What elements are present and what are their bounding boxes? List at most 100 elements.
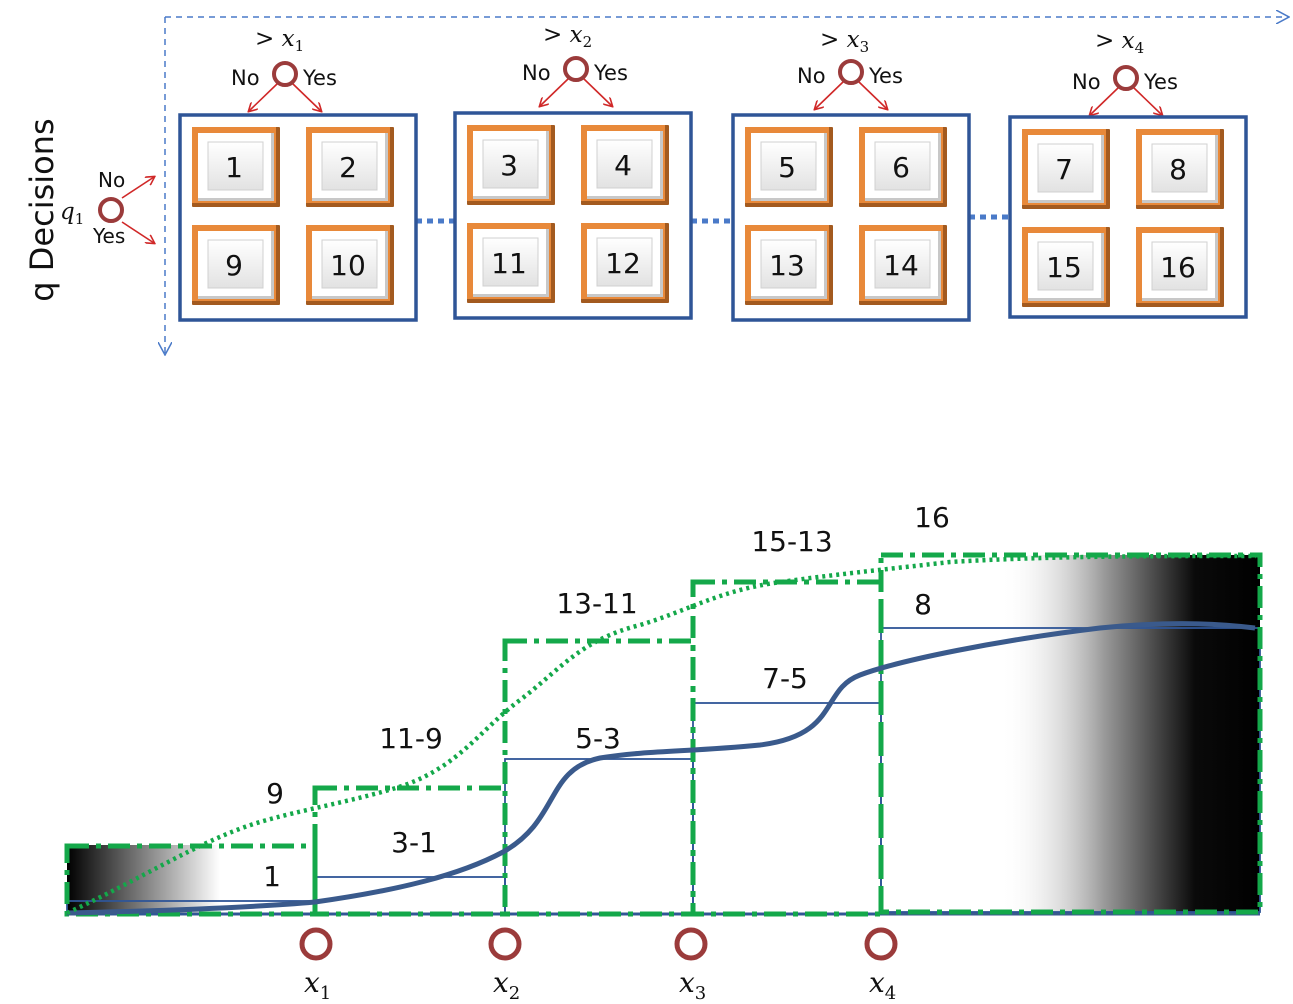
group-threshold-label: > x1 xyxy=(255,26,304,55)
group-no-label: No xyxy=(797,64,826,88)
q-node-no: No xyxy=(98,168,125,192)
q-node-yes: Yes xyxy=(92,224,125,248)
group-decision-node xyxy=(272,61,298,87)
right-gradient-region xyxy=(1000,555,1260,913)
group-no-label: No xyxy=(1072,70,1101,94)
step-chart: 1 3-1 5-3 7-5 8 9 11-9 13-11 15-13 16 x1 x2 x3 x4 xyxy=(64,501,1263,1004)
solid-blue-curve xyxy=(66,621,1256,916)
q-yes-arrow xyxy=(121,221,154,243)
decision-group: > x4 No Yes 7 8 15 16 xyxy=(1008,28,1248,319)
group-yes-label: Yes xyxy=(1143,70,1178,94)
decision-tile: 7 xyxy=(1022,129,1110,209)
decision-tile: 10 xyxy=(306,225,394,305)
threshold-marker: x1 xyxy=(299,927,333,1004)
tile-number: 16 xyxy=(1160,251,1196,284)
decision-tile: 3 xyxy=(467,125,555,205)
threshold-circle xyxy=(674,927,708,961)
group-threshold-label: > x3 xyxy=(820,27,869,56)
group-yes-label: Yes xyxy=(593,61,628,85)
group-yes-arrow xyxy=(292,83,321,111)
green-step-box xyxy=(64,843,318,917)
tile-number: 4 xyxy=(614,149,632,182)
q-node-label: q1 xyxy=(60,199,84,228)
threshold-label: x2 xyxy=(493,966,520,1004)
group-no-arrow xyxy=(249,83,278,111)
group-yes-label: Yes xyxy=(868,64,903,88)
solid-step-label: 8 xyxy=(914,588,932,621)
y-axis-title: q Decisions xyxy=(23,118,61,301)
group-decision-node xyxy=(1113,65,1139,91)
group-no-arrow xyxy=(815,81,844,109)
q-node-circle xyxy=(98,197,124,223)
tile-number: 3 xyxy=(500,149,518,182)
dotted-step-label: 9 xyxy=(266,777,284,810)
tile-number: 14 xyxy=(883,249,919,282)
dotted-step-label: 11-9 xyxy=(379,722,443,755)
decision-tile: 2 xyxy=(306,127,394,207)
decision-group: > x3 No Yes 5 6 13 14 xyxy=(731,27,971,322)
tile-number: 9 xyxy=(225,249,243,282)
group-no-arrow xyxy=(1090,87,1119,115)
solid-step-label: 5-3 xyxy=(575,722,621,755)
threshold-label: x1 xyxy=(304,966,331,1004)
threshold-marker: x2 xyxy=(488,927,522,1004)
group-threshold-label: > x4 xyxy=(1095,28,1144,57)
tile-number: 12 xyxy=(605,247,641,280)
tile-number: 6 xyxy=(892,151,910,184)
group-no-label: No xyxy=(231,66,260,90)
tile-number: 11 xyxy=(491,247,527,280)
q-no-arrow xyxy=(121,177,154,199)
decision-tile: 9 xyxy=(192,225,280,305)
tile-number: 2 xyxy=(339,151,357,184)
solid-step-label: 1 xyxy=(263,860,281,893)
decision-group: > x1 No Yes 1 2 9 10 xyxy=(178,26,418,322)
group-decision-node xyxy=(838,59,864,85)
group-decision-node xyxy=(563,56,589,82)
group-yes-arrow xyxy=(1133,87,1162,115)
threshold-circle xyxy=(299,927,333,961)
decision-tile: 13 xyxy=(745,225,833,305)
decision-tile: 12 xyxy=(581,223,669,303)
tile-number: 8 xyxy=(1169,153,1187,186)
group-yes-arrow xyxy=(583,78,612,106)
threshold-circle xyxy=(488,927,522,961)
threshold-label: x4 xyxy=(869,966,896,1004)
solid-step-box xyxy=(504,758,694,915)
tile-number: 15 xyxy=(1046,251,1082,284)
decision-tile: 4 xyxy=(581,125,669,205)
decision-tile: 16 xyxy=(1136,227,1224,307)
green-step-box xyxy=(502,638,696,917)
dotted-step-label: 15-13 xyxy=(751,525,832,558)
threshold-marker: x3 xyxy=(674,927,708,1004)
group-no-label: No xyxy=(522,61,551,85)
decision-tile: 1 xyxy=(192,127,280,207)
solid-step-box xyxy=(692,702,882,915)
decision-tile: 15 xyxy=(1022,227,1110,307)
decision-tile: 14 xyxy=(859,225,947,305)
dotted-step-label: 16 xyxy=(914,501,950,534)
dotted-step-label: 13-11 xyxy=(556,587,637,620)
tile-number: 10 xyxy=(330,249,366,282)
tile-number: 5 xyxy=(778,151,796,184)
group-threshold-label: > x2 xyxy=(543,22,592,51)
decision-group: > x2 No Yes 3 4 11 12 xyxy=(453,22,693,320)
tile-number: 7 xyxy=(1055,153,1073,186)
solid-step-label: 3-1 xyxy=(391,826,437,859)
tile-number: 13 xyxy=(769,249,805,282)
decision-tile: 8 xyxy=(1136,129,1224,209)
threshold-circle xyxy=(864,927,898,961)
tile-number: 1 xyxy=(225,151,243,184)
solid-step-label: 7-5 xyxy=(762,662,808,695)
decision-tile: 6 xyxy=(859,127,947,207)
decision-tile: 11 xyxy=(467,223,555,303)
threshold-marker: x4 xyxy=(864,927,898,1004)
green-dotted-curve xyxy=(66,553,1257,916)
group-yes-arrow xyxy=(858,81,887,109)
decision-tile: 5 xyxy=(745,127,833,207)
left-gradient-region xyxy=(67,845,247,915)
group-yes-label: Yes xyxy=(302,66,337,90)
group-no-arrow xyxy=(540,78,569,106)
q-node: q1 No Yes xyxy=(60,168,154,248)
threshold-label: x3 xyxy=(679,966,706,1004)
